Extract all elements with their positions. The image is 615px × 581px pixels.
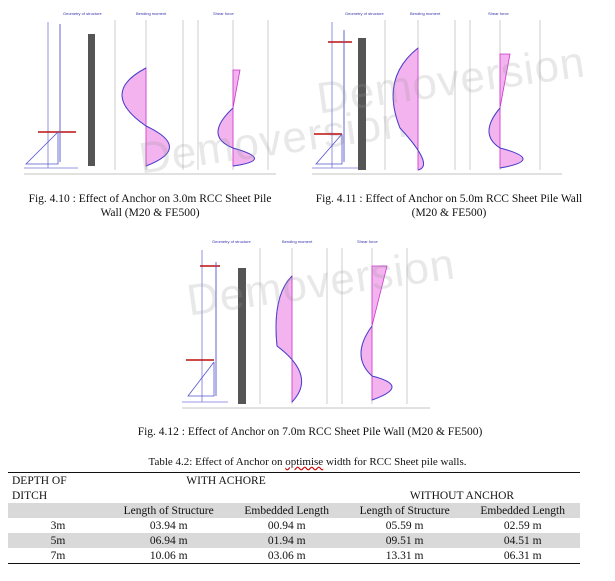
caption-fig-4-12: Fig. 4.12 : Effect of Anchor on 7.0m RCC… [90, 425, 530, 439]
col-wo-embedded: Embedded Length [465, 503, 580, 518]
col-wa-embedded: Embedded Length [229, 503, 344, 518]
figure-4-11-plot: Geometry of structure Bending moment She… [312, 11, 562, 175]
caption-fig-4-11: Fig. 4.11 : Effect of Anchor on 5.0m RCC… [296, 192, 602, 220]
caption-line-1: Fig. 4.10 : Effect of Anchor on 3.0m RCC… [28, 193, 272, 205]
table-caption: Table 4.2: Effect of Anchor on optimise … [148, 456, 467, 468]
caption-line-1: Fig. 4.12 : Effect of Anchor on 7.0m RCC… [137, 426, 483, 438]
pile-wall [88, 34, 95, 166]
col-wa-length: Length of Structure [108, 503, 230, 518]
figure-4-12: Geometry of structure Bending moment She… [182, 236, 458, 416]
shear-force-panel: Shear force [469, 11, 541, 170]
caption-line-2: (M20 & FE500) [411, 207, 487, 219]
geometry-title: Geometry of structure [212, 239, 251, 244]
figure-4-10: Geometry of structure Bending moment She… [18, 8, 410, 184]
bending-title: Bending moment [410, 11, 441, 16]
pile-wall [238, 268, 246, 404]
bending-title: Bending moment [136, 11, 167, 16]
shear-title: Shear force [488, 11, 509, 16]
geometry-panel: Geometry of structure [312, 11, 384, 169]
anchor-effect-table: DEPTH OF WITH ACHORE DITCH WITHOUT ANCHO… [8, 472, 580, 564]
figure-4-10-plot: Geometry of structure Bending moment She… [24, 11, 276, 175]
bending-moment-panel: Bending moment [114, 11, 184, 170]
geometry-title: Geometry of structure [63, 11, 102, 16]
col-wo-length: Length of Structure [343, 503, 466, 518]
shear-title: Shear force [213, 11, 234, 16]
table-row: 5m 06.94 m 01.94 m 09.51 m 04.51 m [8, 533, 580, 548]
table-row: 3m 03.94 m 00.94 m 05.59 m 02.59 m [50, 519, 542, 532]
caption-line-2: Wall (M20 & FE500) [100, 207, 200, 219]
caption-fig-4-10: Fig. 4.10 : Effect of Anchor on 3.0m RCC… [10, 192, 290, 220]
pile-wall [358, 38, 366, 170]
with-anchor-header: WITH ACHORE [186, 474, 266, 487]
table-row: 7m 10.06 m 03.06 m 13.31 m 06.31 m [8, 548, 580, 564]
depth-header-line2: DITCH [12, 489, 48, 502]
geometry-panel: Geometry of structure [182, 239, 251, 403]
shear-title: Shear force [357, 239, 378, 244]
bending-moment-panel: Bending moment [259, 239, 328, 404]
figure-4-11: Geometry of structure Bending moment She… [310, 8, 588, 184]
shear-force-panel: Shear force [197, 11, 269, 170]
depth-header: DEPTH OF [12, 474, 67, 487]
bending-moment-panel: Bending moment [384, 11, 456, 171]
figure-4-12-plot: Geometry of structure Bending moment She… [182, 239, 430, 409]
bending-title: Bending moment [282, 239, 313, 244]
geometry-panel: Geometry of structure [24, 11, 102, 169]
geometry-title: Geometry of structure [345, 11, 384, 16]
without-anchor-header: WITHOUT ANCHOR [409, 489, 515, 502]
shear-force-panel: Shear force [341, 239, 408, 404]
caption-line-1: Fig. 4.11 : Effect of Anchor on 5.0m RCC… [315, 193, 583, 205]
